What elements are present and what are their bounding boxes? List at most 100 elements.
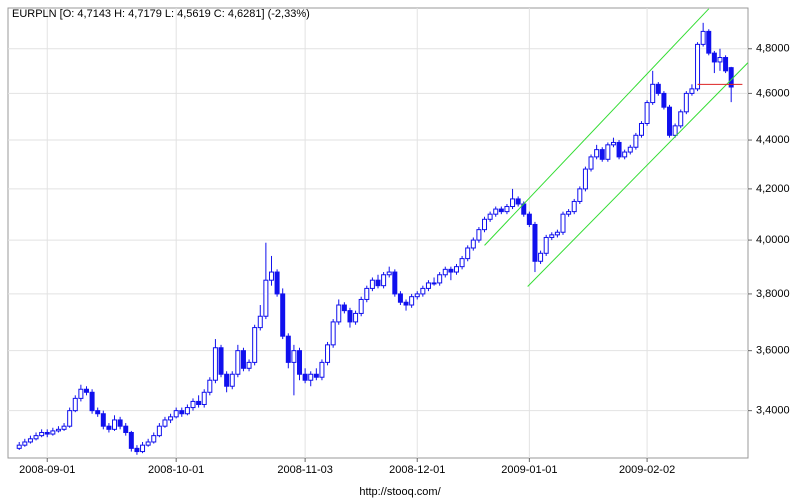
candle-body — [151, 435, 157, 443]
candle-body — [134, 447, 140, 453]
candle-body — [723, 57, 729, 72]
candle-body — [347, 310, 353, 323]
candle-body — [644, 102, 650, 124]
candle-body — [442, 268, 448, 276]
candle-body — [179, 410, 185, 415]
candle-body — [453, 266, 459, 273]
candle-body — [381, 274, 387, 287]
candle-body — [44, 431, 50, 435]
y-tick-label: 3,8000 — [756, 288, 790, 300]
candle-body — [201, 391, 207, 405]
candle-body — [229, 373, 235, 387]
candle-body — [470, 239, 476, 249]
candle-body — [638, 122, 644, 136]
candle-body — [274, 271, 280, 295]
y-tick-label: 4,4000 — [756, 134, 790, 146]
candle-body — [308, 373, 314, 381]
candle-body — [162, 419, 168, 427]
candle-body — [515, 198, 521, 205]
candle-body — [482, 218, 488, 231]
candle-body — [526, 213, 532, 225]
candle-body — [235, 350, 241, 375]
candle-body — [100, 413, 106, 427]
candle-body — [89, 391, 95, 412]
candle-body — [280, 293, 286, 337]
plot-area — [7, 7, 749, 459]
candle-body — [190, 400, 196, 409]
candle-body — [610, 141, 616, 146]
candle-body — [252, 327, 258, 363]
y-tick-label: 4,2000 — [756, 183, 790, 195]
candle-body — [661, 92, 667, 108]
candle-body — [302, 373, 308, 381]
candle-body — [678, 111, 684, 127]
candle-body — [72, 397, 78, 412]
x-tick-label: 2008-11-03 — [277, 464, 332, 476]
candle-body — [369, 279, 375, 289]
candle-body — [538, 252, 544, 262]
candle-body — [414, 293, 420, 298]
candle-body — [341, 304, 347, 312]
candle-body — [156, 425, 162, 437]
candle-body — [571, 200, 577, 213]
candle-body — [543, 236, 549, 254]
candle-body — [420, 287, 426, 295]
candle-body — [498, 208, 504, 213]
candle-body — [650, 83, 656, 104]
candle-body — [425, 282, 431, 289]
candle-body — [403, 301, 409, 306]
candle-body — [61, 425, 67, 430]
trend-line — [484, 8, 710, 246]
candle-body — [313, 373, 319, 378]
y-tick-label: 3,4000 — [756, 405, 790, 417]
candle-body — [291, 350, 297, 363]
candle-body — [633, 134, 639, 148]
trend-line — [527, 62, 748, 287]
candle-body — [128, 431, 134, 449]
candle-body — [106, 425, 112, 430]
candle-body — [207, 379, 213, 393]
candle-body — [409, 296, 415, 306]
candle-body — [297, 350, 303, 375]
candle-body — [123, 425, 129, 433]
candle-body — [325, 344, 331, 363]
candle-body — [667, 106, 673, 136]
candle-body — [173, 410, 179, 418]
candle-body — [27, 438, 33, 443]
x-tick-label: 2008-10-01 — [148, 464, 204, 476]
candle-body — [285, 335, 291, 363]
candle-body — [605, 144, 611, 160]
y-tick-label: 4,0000 — [756, 234, 790, 246]
candle-body — [83, 388, 89, 393]
candle-body — [364, 287, 370, 300]
candle-body — [16, 444, 22, 449]
candle-body — [689, 88, 695, 94]
candle-body — [599, 149, 605, 160]
candle-body — [627, 146, 633, 153]
candle-body — [196, 400, 202, 405]
candle-body — [437, 274, 443, 284]
candle-body — [465, 247, 471, 260]
candle-body — [50, 430, 56, 435]
source: http://stooq.com/ — [359, 486, 441, 498]
candle-body — [112, 419, 118, 430]
candle-body — [168, 416, 174, 421]
y-tick-label: 4,8000 — [756, 43, 790, 55]
candle-body — [268, 271, 274, 281]
candle-body — [212, 347, 218, 381]
candle-body — [655, 83, 661, 94]
candle-body — [67, 410, 73, 427]
candle-body — [39, 431, 45, 437]
candle-body — [588, 156, 594, 170]
candle-body — [594, 149, 600, 158]
candle-body — [711, 52, 717, 63]
candle-body — [560, 213, 566, 233]
candle-body — [616, 141, 622, 158]
candle-body — [582, 168, 588, 190]
candle-body — [717, 57, 723, 63]
candle-body — [566, 211, 572, 215]
candle-body — [577, 188, 583, 202]
x-tick-label: 2009-02-02 — [619, 464, 675, 476]
candle-body — [700, 30, 706, 45]
